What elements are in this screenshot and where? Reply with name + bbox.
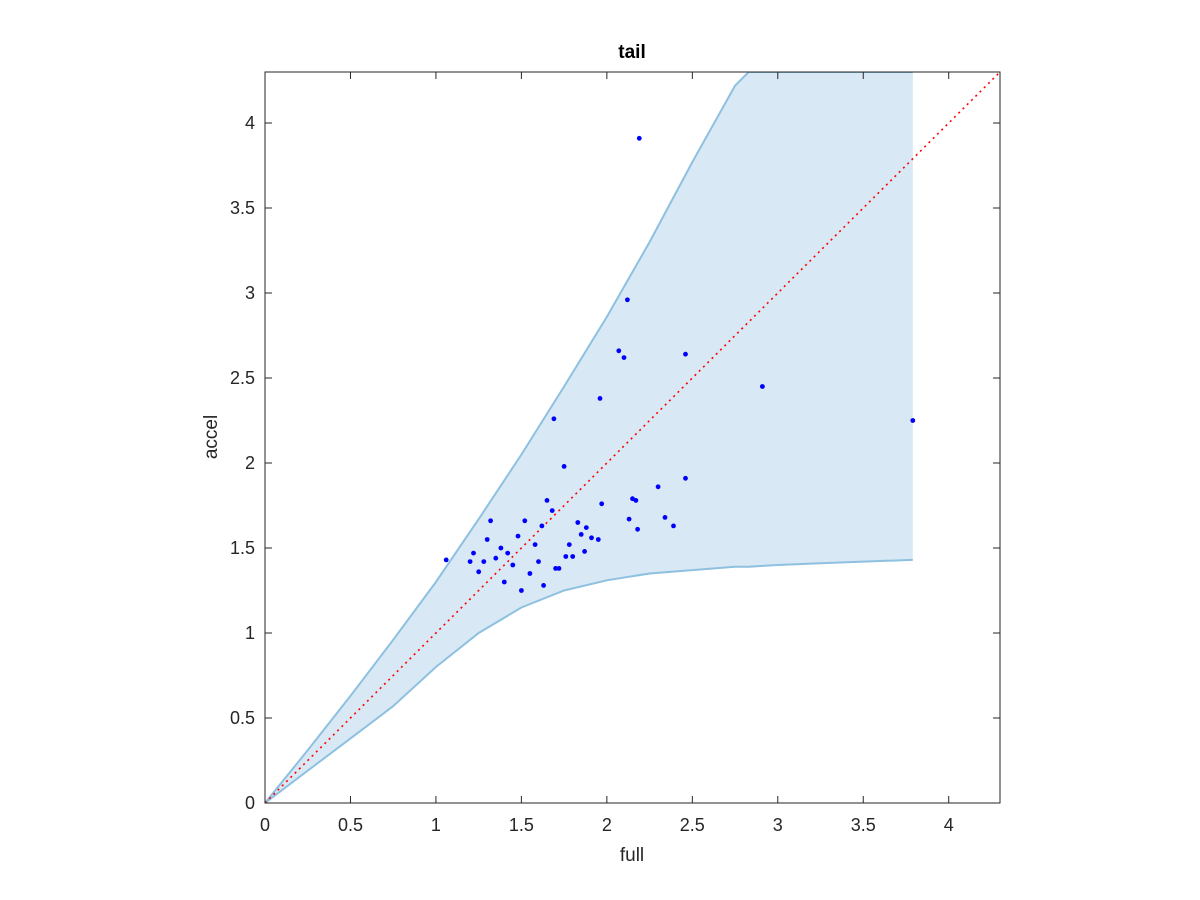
x-tick-label: 0.5 <box>338 815 363 835</box>
data-point <box>541 583 546 588</box>
x-tick-label: 1 <box>431 815 441 835</box>
data-point <box>626 516 632 522</box>
data-point <box>583 525 589 530</box>
data-point <box>510 562 516 568</box>
data-point <box>671 523 676 529</box>
data-point <box>582 549 587 554</box>
data-point <box>443 557 449 563</box>
data-point <box>662 515 668 520</box>
data-point <box>570 554 576 559</box>
data-point <box>515 533 521 539</box>
y-tick-label: 4 <box>245 113 255 133</box>
band-upper-edge <box>265 72 913 803</box>
data-point <box>493 555 499 561</box>
data-point <box>484 537 490 542</box>
data-point <box>595 537 601 542</box>
x-axis-label: full <box>620 845 644 866</box>
data-point <box>551 416 557 422</box>
data-point <box>527 571 533 576</box>
data-point <box>498 545 504 551</box>
data-point <box>505 550 511 556</box>
data-point <box>544 498 550 503</box>
data-point <box>488 518 493 524</box>
y-tick-label: 1 <box>245 623 255 643</box>
data-point <box>575 520 581 525</box>
x-tick-label: 2.5 <box>680 815 705 835</box>
data-point <box>633 498 639 503</box>
x-tick-label: 4 <box>944 815 954 835</box>
y-axis-label: accel <box>201 415 222 459</box>
chart-title: tail <box>618 42 645 63</box>
data-point <box>536 559 541 564</box>
data-point <box>501 579 507 585</box>
data-point <box>616 348 622 354</box>
data-point <box>467 559 473 564</box>
confidence-band <box>265 72 913 803</box>
x-tick-label: 3.5 <box>851 815 876 835</box>
y-tick-label: 3 <box>245 283 255 303</box>
x-tick-label: 1.5 <box>509 815 534 835</box>
x-tick-label: 0 <box>260 815 270 835</box>
data-point <box>683 351 688 357</box>
data-point <box>566 542 572 547</box>
data-point <box>556 566 562 571</box>
data-point <box>553 566 558 571</box>
data-point <box>636 135 642 141</box>
data-point <box>549 508 555 513</box>
x-tick-label: 3 <box>773 815 783 835</box>
data-point <box>625 297 630 303</box>
x-tick-label: 2 <box>602 815 612 835</box>
data-point <box>561 464 567 469</box>
data-point <box>597 396 603 401</box>
data-point <box>519 588 524 593</box>
data-point <box>578 532 584 537</box>
data-point <box>532 542 538 547</box>
data-point <box>599 501 605 507</box>
data-point <box>563 554 569 559</box>
y-tick-label: 0 <box>245 793 255 813</box>
data-point <box>910 418 916 423</box>
y-tick-label: 2 <box>245 453 255 473</box>
data-point <box>522 518 528 524</box>
data-point <box>655 484 661 490</box>
data-point <box>539 523 545 529</box>
y-tick-label: 3.5 <box>230 198 255 218</box>
band-lower-edge <box>265 558 913 803</box>
y-tick-label: 2.5 <box>230 368 255 388</box>
data-point <box>481 559 487 564</box>
y-tick-label: 1.5 <box>230 538 255 558</box>
data-point <box>471 550 476 556</box>
data-point <box>760 384 765 389</box>
axes-box <box>264 71 1001 804</box>
y-tick-label: 0.5 <box>230 708 255 728</box>
data-point <box>683 475 688 481</box>
data-point <box>635 526 640 532</box>
data-point <box>589 535 594 541</box>
data-point <box>476 569 482 575</box>
data-point <box>621 355 627 360</box>
